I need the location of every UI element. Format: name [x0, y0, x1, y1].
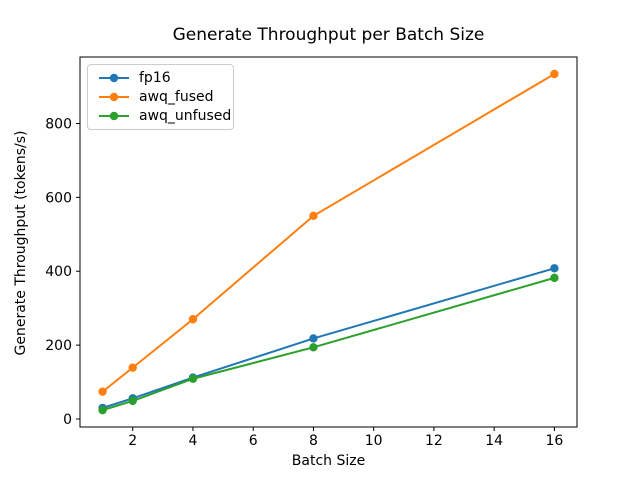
legend-label-awq-fused: awq_fused	[139, 88, 214, 105]
legend-marker-awq-fused	[99, 92, 129, 102]
chart-title: Generate Throughput per Batch Size	[172, 25, 485, 45]
x-tick-label: 8	[309, 433, 318, 449]
data-point-awq_unfused-batch-2	[128, 396, 137, 406]
data-point-awq_unfused-batch-16	[550, 273, 559, 283]
x-tick-label: 16	[545, 433, 563, 449]
y-tick-label: 200	[45, 338, 72, 354]
x-tick-label: 12	[425, 433, 443, 449]
x-tick-label: 10	[365, 433, 383, 449]
data-point-awq_fused-batch-1	[98, 387, 107, 396]
x-tick-label: 6	[249, 433, 258, 449]
legend-label-awq-unfused: awq_unfused	[139, 108, 232, 125]
data-point-fp16-batch-8	[309, 334, 318, 343]
legend-marker-awq-unfused	[99, 112, 129, 121]
data-point-awq_fused-batch-8	[309, 211, 318, 221]
y-tick-label: 800	[45, 116, 72, 132]
data-point-awq_fused-batch-16	[550, 69, 559, 79]
legend-entry-awq-fused: awq_fused	[97, 87, 225, 106]
legend-marker-fp16	[99, 73, 129, 82]
data-point-awq_unfused-batch-1	[98, 405, 107, 415]
x-tick-label: 14	[485, 433, 503, 449]
x-tick-label: 2	[128, 433, 137, 449]
x-axis-label: Batch Size	[291, 453, 366, 469]
legend-entry-awq-unfused: awq_unfused	[97, 107, 231, 126]
axes-frame	[79, 56, 578, 428]
series-line-awq_unfused	[102, 276, 555, 412]
legend-entry-fp16: fp16	[97, 68, 225, 87]
y-tick-label: 0	[63, 412, 72, 428]
data-point-awq_unfused-batch-8	[309, 343, 318, 352]
legend-label-fp16: fp16	[139, 69, 171, 86]
legend: fp16 awq_fused awq_unfused	[87, 64, 234, 130]
data-point-awq_fused-batch-4	[188, 315, 198, 324]
data-point-awq_fused-batch-2	[128, 363, 137, 372]
data-point-fp16-batch-16	[550, 264, 559, 273]
y-tick-label: 400	[45, 264, 72, 280]
y-tick-label: 600	[45, 190, 72, 206]
data-point-awq_unfused-batch-4	[188, 374, 198, 383]
x-tick-label: 4	[188, 433, 197, 449]
